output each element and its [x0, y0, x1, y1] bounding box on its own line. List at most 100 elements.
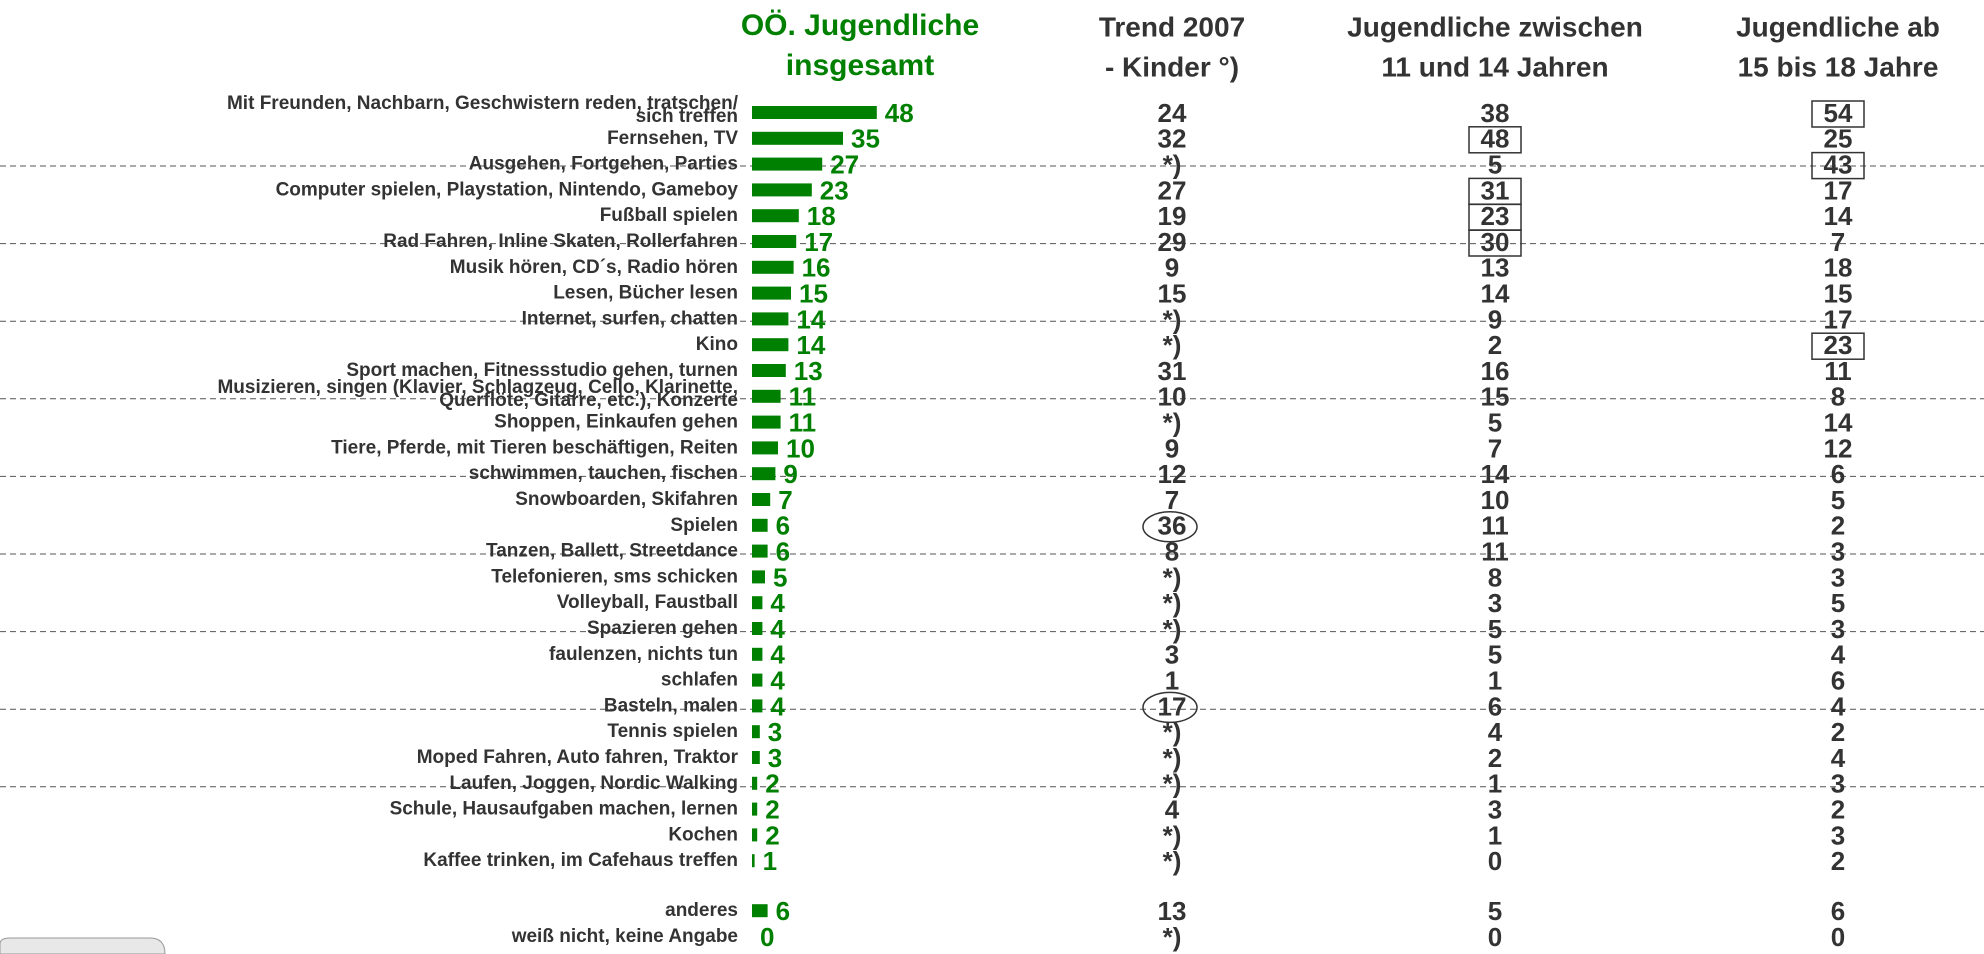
- bar: [752, 544, 768, 558]
- cell-value: 17: [1824, 304, 1853, 334]
- cell-value: 27: [1158, 175, 1187, 205]
- cell-value: 3: [1831, 614, 1845, 644]
- bar: [752, 776, 758, 790]
- value-label: 4: [770, 588, 785, 618]
- category-label: Kino: [696, 334, 738, 355]
- cell-value: 43: [1824, 149, 1853, 179]
- highlight-circle: [1142, 511, 1198, 543]
- cell-value: 5: [1488, 407, 1502, 437]
- header: Jugendliche ab: [1736, 11, 1940, 42]
- cell-value: 2: [1488, 330, 1502, 360]
- cell-value: 1: [1488, 665, 1502, 695]
- category-label: schwimmen, tauchen, fischen: [469, 463, 738, 484]
- category-label: anderes: [665, 900, 738, 921]
- cell-value: 10: [1481, 485, 1510, 515]
- bar: [752, 802, 758, 816]
- cell-value: 30: [1481, 227, 1510, 257]
- category-label: Basteln, malen: [604, 695, 738, 716]
- highlight-box: [1811, 151, 1865, 180]
- cell-value: 36: [1158, 511, 1187, 541]
- value-label: 4: [770, 640, 785, 670]
- bar: [752, 673, 763, 687]
- category-label: Spielen: [670, 515, 738, 536]
- bar: [752, 904, 768, 918]
- cell-value: 38: [1481, 98, 1510, 128]
- cell-value: 31: [1158, 356, 1187, 386]
- cell-value: 9: [1165, 253, 1179, 283]
- value-label: 4: [770, 614, 785, 644]
- cell-value: 1: [1488, 769, 1502, 799]
- bar: [752, 647, 763, 661]
- value-label: 27: [830, 149, 859, 179]
- bar: [752, 415, 781, 429]
- header: 11 und 14 Jahren: [1381, 51, 1608, 82]
- bar: [752, 312, 789, 326]
- category-label: weiß nicht, keine Angabe: [511, 926, 738, 947]
- cell-value: 5: [1488, 149, 1502, 179]
- value-label: 17: [804, 227, 833, 257]
- cell-value: *): [1163, 614, 1182, 644]
- cell-value: *): [1163, 922, 1182, 952]
- cell-value: 11: [1481, 536, 1509, 566]
- cell-value: 2: [1831, 717, 1845, 747]
- cell-value: 14: [1481, 278, 1510, 308]
- value-label: 5: [773, 562, 787, 592]
- bar: [752, 235, 797, 248]
- value-label: 11: [789, 407, 817, 437]
- category-label: Ausgehen, Fortgehen, Parties: [469, 154, 738, 175]
- cell-value: 6: [1488, 691, 1502, 721]
- value-label: 48: [885, 98, 914, 128]
- value-label: 35: [851, 124, 880, 154]
- cell-value: 9: [1488, 304, 1502, 334]
- category-label: Kochen: [668, 824, 738, 845]
- value-label: 9: [783, 459, 797, 489]
- cell-value: 11: [1481, 511, 1509, 541]
- bar: [752, 854, 755, 868]
- nav-button[interactable]: [0, 937, 166, 954]
- cell-value: 1: [1488, 820, 1502, 850]
- bar: [752, 725, 760, 739]
- cell-value: 4: [1165, 794, 1180, 824]
- highlight-box: [1468, 126, 1522, 154]
- bar: [752, 260, 794, 274]
- cell-value: 0: [1488, 846, 1502, 876]
- category-label: Spazieren gehen: [587, 618, 738, 639]
- cell-value: 16: [1481, 356, 1510, 386]
- cell-value: 15: [1824, 278, 1853, 308]
- cell-value: 2: [1831, 794, 1845, 824]
- value-label: 4: [770, 691, 785, 721]
- value-label: 2: [765, 794, 779, 824]
- cell-value: 12: [1824, 433, 1853, 463]
- cell-value: 6: [1831, 459, 1845, 489]
- bar: [752, 364, 786, 377]
- cell-value: 5: [1488, 614, 1502, 644]
- value-label: 6: [776, 896, 790, 926]
- cell-value: 11: [1824, 356, 1852, 386]
- category-label: sich treffen: [636, 106, 738, 127]
- bar: [752, 596, 763, 610]
- bar: [752, 183, 812, 197]
- cell-value: 3: [1488, 588, 1502, 618]
- bar: [752, 106, 877, 119]
- bar: [752, 441, 778, 455]
- header: 15 bis 18 Jahre: [1738, 51, 1939, 82]
- category-label: Telefonieren, sms schicken: [491, 566, 738, 587]
- category-label: Musik hören, CD´s, Radio hören: [450, 257, 738, 278]
- cell-value: 5: [1488, 896, 1502, 926]
- cell-value: 14: [1481, 459, 1510, 489]
- cell-value: 12: [1158, 459, 1187, 489]
- bar: [752, 389, 781, 403]
- cell-value: *): [1163, 588, 1182, 618]
- cell-value: 2: [1831, 846, 1845, 876]
- value-label: 14: [796, 330, 825, 360]
- cell-value: 9: [1165, 433, 1179, 463]
- cell-value: *): [1163, 330, 1182, 360]
- cell-value: 17: [1158, 691, 1187, 721]
- cell-value: 7: [1488, 433, 1502, 463]
- cell-value: 4: [1831, 640, 1846, 670]
- cell-value: 2: [1488, 743, 1502, 773]
- category-label: Sport machen, Fitnessstudio gehen, turne…: [346, 360, 738, 381]
- cell-value: 2: [1831, 511, 1845, 541]
- highlight-box: [1811, 332, 1865, 360]
